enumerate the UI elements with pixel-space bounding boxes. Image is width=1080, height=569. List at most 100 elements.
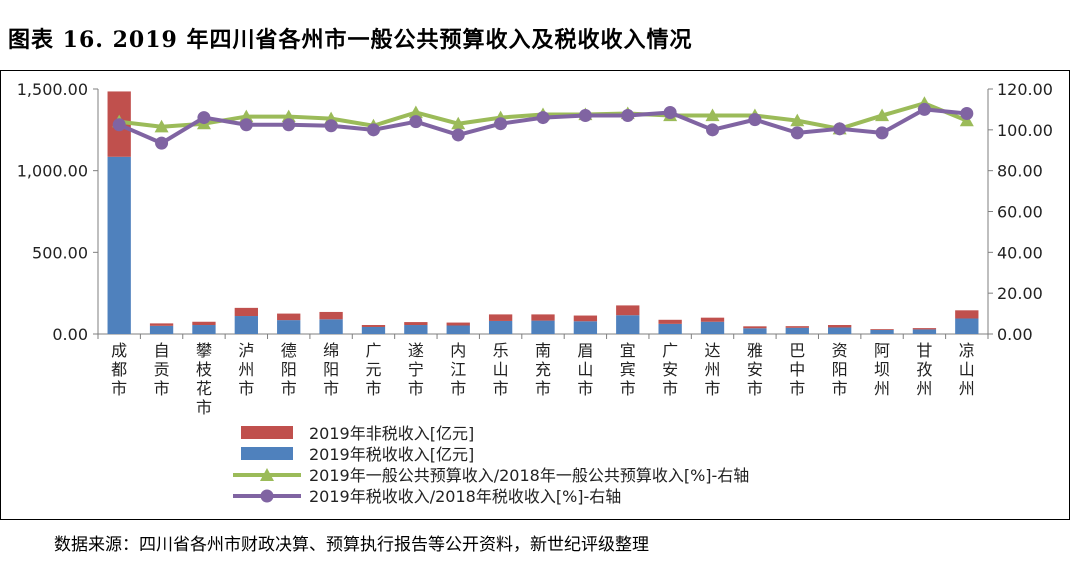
tax-growth-point bbox=[197, 111, 211, 125]
bar-tax bbox=[234, 316, 258, 334]
bar-tax bbox=[446, 325, 470, 334]
bar-tax bbox=[488, 320, 513, 334]
tax-growth-point bbox=[790, 126, 804, 140]
category-label: 德阳市 bbox=[281, 341, 297, 398]
bar-nontax bbox=[192, 321, 216, 326]
bar-tax bbox=[149, 325, 174, 334]
tax-growth-point bbox=[239, 118, 253, 132]
bar-tax bbox=[828, 327, 852, 334]
bar-tax bbox=[531, 320, 555, 334]
category-label: 成都市 bbox=[111, 341, 127, 398]
tax-growth-point bbox=[494, 117, 508, 131]
bar-nontax bbox=[785, 326, 809, 328]
bar-nontax bbox=[870, 329, 894, 330]
budget-growth-point bbox=[408, 105, 423, 119]
legend-swatch bbox=[241, 447, 293, 460]
budget-growth-point bbox=[239, 109, 254, 123]
left-tick-label: 0.00 bbox=[52, 325, 88, 344]
budget-growth-point bbox=[281, 109, 296, 123]
tax-growth-point bbox=[917, 102, 931, 116]
bar-nontax bbox=[277, 313, 301, 321]
budget-growth-point bbox=[875, 108, 890, 122]
category-label: 广安市 bbox=[662, 341, 678, 398]
category-label: 甘孜州 bbox=[916, 341, 932, 398]
category-label: 宜宾市 bbox=[620, 341, 636, 398]
left-tick-label: 1,500.00 bbox=[17, 80, 88, 99]
bar-tax bbox=[743, 328, 767, 334]
legend-marker bbox=[260, 489, 274, 503]
bar-tax bbox=[658, 323, 682, 334]
bar-tax bbox=[870, 329, 894, 334]
tax-growth-point bbox=[748, 113, 762, 127]
source-note: 数据来源：四川省各州市财政决算、预算执行报告等公开资料，新世纪评级整理 bbox=[54, 535, 649, 555]
bar-nontax bbox=[488, 314, 513, 321]
right-tick-label: 40.00 bbox=[997, 243, 1043, 262]
tax-growth-point bbox=[706, 123, 720, 137]
bar-nontax bbox=[404, 322, 428, 326]
bar-nontax bbox=[912, 328, 937, 330]
category-label: 资阳市 bbox=[832, 341, 848, 398]
tax-growth-point bbox=[536, 111, 550, 125]
bar-tax bbox=[785, 327, 809, 334]
bar-nontax bbox=[149, 323, 174, 326]
left-tick-label: 500.00 bbox=[32, 243, 88, 262]
left-tick-label: 1,000.00 bbox=[17, 162, 88, 181]
tax-growth-point bbox=[409, 115, 423, 129]
legend-swatch bbox=[241, 426, 293, 439]
bar-tax bbox=[912, 329, 937, 334]
category-label: 雅安市 bbox=[747, 341, 763, 398]
tax-growth-point bbox=[112, 118, 126, 132]
bar-tax bbox=[700, 321, 725, 334]
right-tick-label: 100.00 bbox=[997, 121, 1053, 140]
category-label: 攀枝花市 bbox=[196, 341, 212, 417]
page-title: 图表 16. 2019 年四川省各州市一般公共预算收入及税收收入情况 bbox=[8, 27, 693, 53]
bar-nontax bbox=[743, 326, 767, 329]
tax-growth-point bbox=[833, 122, 847, 136]
category-label: 内江市 bbox=[450, 341, 466, 398]
category-label: 泸州市 bbox=[238, 341, 254, 398]
budget-growth-point bbox=[451, 116, 466, 130]
bar-tax bbox=[404, 325, 428, 334]
tax-growth-point bbox=[324, 119, 338, 133]
category-label: 达州市 bbox=[705, 341, 721, 398]
bar-tax bbox=[277, 320, 301, 334]
bar-nontax bbox=[234, 307, 258, 317]
category-label: 遂宁市 bbox=[408, 341, 424, 398]
legend-label: 2019年税收收入/2018年税收收入[%]-右轴 bbox=[309, 487, 621, 506]
legend-marker bbox=[260, 468, 274, 481]
category-label: 南充市 bbox=[535, 341, 551, 398]
tax-growth-point bbox=[578, 109, 592, 123]
bar-nontax bbox=[361, 325, 386, 327]
right-tick-label: 0.00 bbox=[997, 325, 1033, 344]
bar-tax bbox=[573, 321, 598, 334]
category-label: 绵阳市 bbox=[323, 341, 339, 398]
bar-tax bbox=[192, 325, 216, 334]
budget-growth-point bbox=[154, 119, 169, 133]
bar-nontax bbox=[573, 315, 598, 322]
right-tick-label: 120.00 bbox=[997, 80, 1053, 99]
right-tick-label: 20.00 bbox=[997, 284, 1043, 303]
tax-growth-point bbox=[875, 126, 889, 140]
bar-nontax bbox=[616, 305, 640, 316]
right-tick-label: 60.00 bbox=[997, 203, 1043, 222]
tax-growth-point bbox=[155, 136, 169, 150]
category-label: 凉山州 bbox=[959, 341, 975, 398]
bar-tax bbox=[616, 315, 640, 334]
chart-frame: 0.00 500.00 1,000.00 1,500.00 0.00 20.00 40.00… bbox=[0, 70, 1070, 520]
category-label: 巴中市 bbox=[789, 341, 805, 398]
category-label: 乐山市 bbox=[493, 341, 509, 398]
bar-nontax bbox=[700, 317, 725, 322]
tax-growth-point bbox=[621, 109, 635, 123]
bar-nontax bbox=[319, 311, 343, 320]
legend-label: 2019年税收收入[亿元] bbox=[309, 445, 474, 464]
budget-growth-point bbox=[705, 108, 720, 122]
category-label: 阿坝州 bbox=[874, 341, 890, 398]
tax-growth-point bbox=[960, 107, 974, 120]
legend-label: 2019年非税收入[亿元] bbox=[309, 424, 474, 443]
bar-nontax bbox=[828, 325, 852, 328]
bar-tax bbox=[319, 319, 343, 334]
legend-label: 2019年一般公共预算收入/2018年一般公共预算收入[%]-右轴 bbox=[309, 466, 749, 485]
chart: 0.00 500.00 1,000.00 1,500.00 0.00 20.00 40.00… bbox=[17, 80, 1053, 506]
category-label: 广元市 bbox=[365, 341, 381, 398]
bar-tax bbox=[107, 156, 131, 334]
